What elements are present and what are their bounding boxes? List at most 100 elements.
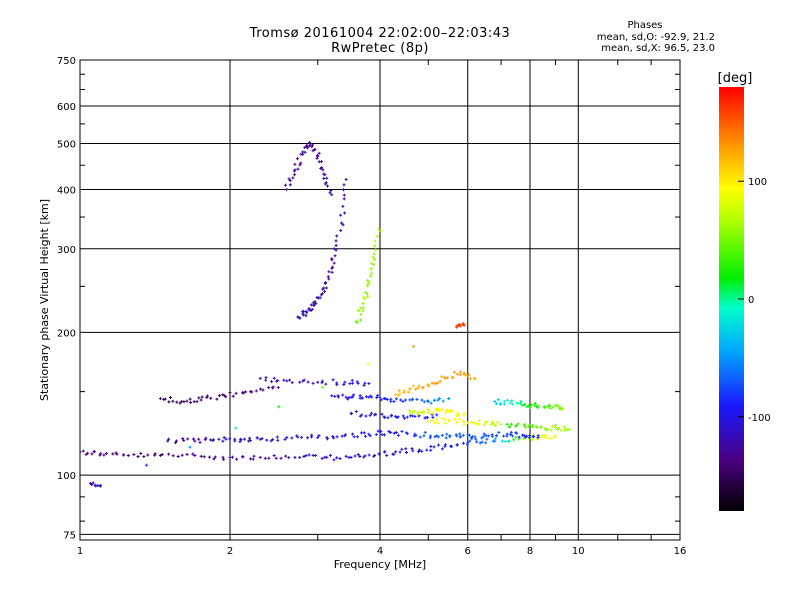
echo-point <box>193 454 197 458</box>
echo-point <box>448 435 452 439</box>
echo-point <box>434 418 438 422</box>
echo-point <box>279 456 283 460</box>
echo-point <box>402 389 406 393</box>
echo-point <box>462 371 466 375</box>
echo-point <box>274 456 278 460</box>
echo-point <box>264 378 268 382</box>
echo-point <box>356 435 360 439</box>
echo-point <box>368 413 372 417</box>
echo-point <box>352 393 356 397</box>
echo-point <box>361 306 365 310</box>
echo-point <box>171 399 175 403</box>
echo-point <box>367 453 371 457</box>
echo-point <box>324 281 328 285</box>
echo-point <box>458 324 462 328</box>
echo-point <box>325 184 329 188</box>
echo-point <box>311 301 315 305</box>
echo-point <box>228 391 232 395</box>
echo-point <box>335 234 339 238</box>
echo-point <box>174 439 178 443</box>
echo-point <box>326 275 330 279</box>
echo-point <box>304 454 308 458</box>
echo-point <box>523 425 527 429</box>
echo-point <box>519 399 523 403</box>
echo-point <box>527 404 531 408</box>
echo-point <box>330 193 334 197</box>
echo-point <box>392 431 396 435</box>
echo-point <box>263 456 267 460</box>
y-tick-label: 500 <box>57 140 76 151</box>
echo-point <box>423 430 427 434</box>
echo-point <box>288 378 292 382</box>
echo-point <box>121 453 125 457</box>
echo-point <box>340 221 344 225</box>
echo-point <box>310 143 314 147</box>
echo-point <box>316 380 320 384</box>
echo-point <box>531 434 535 438</box>
echo-point <box>305 145 309 149</box>
echo-point <box>288 179 292 183</box>
echo-point <box>477 422 481 426</box>
echo-point <box>341 223 345 227</box>
echo-point <box>363 381 367 385</box>
echo-point <box>258 437 262 441</box>
echo-point <box>230 455 234 459</box>
echo-point <box>433 435 437 439</box>
echo-point <box>205 394 209 398</box>
echo-point <box>91 481 95 485</box>
echo-point <box>458 373 462 377</box>
echo-point <box>411 410 415 414</box>
echo-point <box>473 435 477 439</box>
echo-point <box>239 438 243 442</box>
echo-point <box>539 434 543 438</box>
echo-point <box>502 399 506 403</box>
echo-point <box>332 261 336 265</box>
data-points <box>80 141 571 488</box>
echo-point <box>221 439 225 443</box>
echo-point <box>224 437 228 441</box>
echo-point <box>342 197 346 201</box>
echo-point <box>267 456 271 460</box>
echo-point <box>234 391 238 395</box>
echo-point <box>484 441 488 445</box>
echo-point <box>396 394 400 398</box>
echo-point <box>271 386 275 390</box>
echo-point <box>375 396 379 400</box>
echo-point <box>158 454 162 458</box>
echo-point <box>466 421 470 425</box>
echo-point <box>314 302 318 306</box>
echo-point <box>543 405 547 409</box>
echo-point <box>426 399 430 403</box>
echo-point <box>547 403 551 407</box>
echo-point <box>389 399 393 403</box>
echo-point <box>290 436 294 440</box>
echo-point <box>400 447 404 451</box>
echo-point <box>222 457 226 461</box>
y-tick-label: 100 <box>57 471 76 482</box>
echo-point <box>197 437 201 441</box>
echo-point <box>322 176 326 180</box>
echo-point <box>430 411 434 415</box>
echo-point <box>180 453 184 457</box>
echo-point <box>80 450 82 454</box>
echo-point <box>285 379 289 383</box>
echo-point <box>353 454 357 458</box>
echo-point <box>462 419 466 423</box>
stats-title: Phases <box>627 20 663 31</box>
echo-point <box>360 396 364 400</box>
echo-point <box>249 457 253 461</box>
echo-point <box>505 422 509 426</box>
echo-point <box>522 437 526 441</box>
echo-point <box>185 399 189 403</box>
echo-point <box>550 424 554 428</box>
echo-point <box>461 433 465 437</box>
echo-point <box>111 452 115 456</box>
echo-point <box>310 307 314 311</box>
echo-point <box>436 398 440 402</box>
echo-point <box>241 455 245 459</box>
echo-point <box>367 382 371 386</box>
echo-point <box>167 400 171 404</box>
echo-point <box>248 436 252 440</box>
echo-point <box>99 484 103 488</box>
echo-point <box>366 282 370 286</box>
